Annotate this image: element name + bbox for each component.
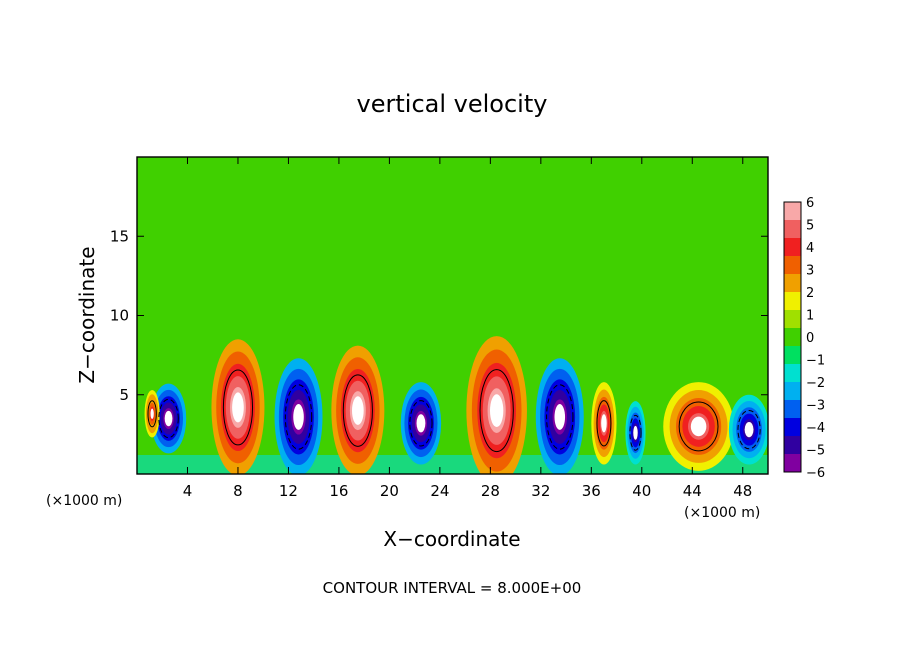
convective-cell-12 <box>728 394 768 465</box>
colorbar-swatch <box>784 238 801 256</box>
convective-cell-4 <box>274 358 323 474</box>
x-tick-label: 44 <box>683 482 702 500</box>
cell-3-core <box>232 392 244 423</box>
cell-3-contour <box>222 369 254 446</box>
x-tick-label: 16 <box>329 482 348 500</box>
convective-cell-8 <box>535 358 584 474</box>
x-tick-label: 4 <box>183 482 193 500</box>
cell-6-contour <box>409 400 433 447</box>
x-tick-label: 12 <box>279 482 298 500</box>
contour-lines <box>147 369 761 453</box>
convective-cell-10 <box>625 401 646 465</box>
colorbar-tick-label: −5 <box>806 444 825 459</box>
colorbar-tick-label: 4 <box>806 241 814 256</box>
cell-7-core <box>490 394 504 427</box>
y-tick-label: 10 <box>110 307 129 325</box>
convective-cell-9 <box>591 382 617 465</box>
colorbar-swatch <box>784 328 801 346</box>
cell-11-core <box>690 416 707 437</box>
cell-1-core <box>164 410 173 427</box>
convective-cell-5 <box>331 345 385 474</box>
convective-cell-11 <box>663 382 734 471</box>
convective-cell-1 <box>150 383 187 454</box>
cell-4-contour <box>284 384 313 450</box>
colorbar-tick-label: −2 <box>806 376 825 391</box>
cell-12-core <box>744 421 754 438</box>
colorbar-tick-label: −4 <box>806 421 825 436</box>
cell-4-core <box>293 404 304 430</box>
cell-10-core <box>633 425 638 440</box>
colorbar: 6 5 4 3 2 1 0 −1 −2 −3 −4 −5 −6 <box>783 196 825 481</box>
colorbar-swatch <box>784 454 801 472</box>
x-tick-label: 24 <box>430 482 449 500</box>
colorbar-tick-label: 5 <box>806 219 814 234</box>
cell-2-contour <box>147 400 157 428</box>
colorbar-swatch <box>784 256 801 274</box>
colorbar-swatch <box>784 346 801 364</box>
y-tick-label: 15 <box>110 227 129 245</box>
convective-cell-6 <box>400 382 442 465</box>
y-axis-label: Z−coordinate <box>75 246 99 383</box>
cell-10-contour <box>629 414 642 451</box>
colorbar-swatch <box>784 382 801 400</box>
contour-interval-note: CONTOUR INTERVAL = 8.000E+00 <box>323 579 582 597</box>
x-tick-label: 40 <box>632 482 651 500</box>
colorbar-swatch <box>784 418 801 436</box>
cell-5-contour <box>342 374 373 447</box>
cell-9-contour <box>596 400 612 447</box>
cell-9-core <box>601 414 607 433</box>
x-tick-label: 20 <box>380 482 399 500</box>
cell-2-core <box>150 408 154 420</box>
colorbar-tick-label: 1 <box>806 309 814 324</box>
cell-11-contour <box>678 401 719 452</box>
convective-cell-2 <box>144 389 160 438</box>
colorbar-swatch <box>784 364 801 382</box>
colorbar-swatch <box>784 436 801 454</box>
colorbar-tick-label: 0 <box>806 331 814 346</box>
colorbar-tick-label: 2 <box>806 286 814 301</box>
colorbar-tick-label: 6 <box>806 196 814 211</box>
colorbar-tick-label: −1 <box>806 354 825 369</box>
y-axis-ticks: 5 10 15 <box>110 227 768 404</box>
cell-8-contour <box>546 384 574 450</box>
colorbar-swatch <box>784 202 801 220</box>
colorbar-swatch <box>784 220 801 238</box>
colorbar-tick-label: −6 <box>806 466 825 481</box>
x-tick-label: 28 <box>481 482 500 500</box>
velocity-field <box>137 157 768 474</box>
x-tick-label: 8 <box>233 482 243 500</box>
colorbar-frame <box>783 201 802 473</box>
colorbar-swatch <box>784 292 801 310</box>
convective-cell-7 <box>466 336 527 474</box>
cell-12-contour <box>737 409 761 450</box>
cell-8-core <box>554 404 566 430</box>
x-axis-label: X−coordinate <box>383 527 520 551</box>
cell-7-contour <box>479 369 514 453</box>
colorbar-tick-label: 3 <box>806 264 814 279</box>
colorbar-tick-label: −3 <box>806 399 825 414</box>
cell-6-core <box>416 414 426 433</box>
convective-cell-3 <box>211 339 265 474</box>
colorbar-swatch <box>784 274 801 292</box>
cell-5-core <box>352 396 364 425</box>
colorbar-swatch <box>784 310 801 328</box>
colorbar-swatch <box>784 400 801 418</box>
x-tick-label: 32 <box>531 482 550 500</box>
x-tick-label: 48 <box>733 482 752 500</box>
x-axis-unit-label-right: (×1000 m) <box>684 505 760 521</box>
y-tick-label: 5 <box>119 386 129 404</box>
cell-1-contour <box>158 398 179 439</box>
x-axis-unit-label-left: (×1000 m) <box>46 493 122 509</box>
chart-title: vertical velocity <box>357 90 548 118</box>
x-tick-label: 36 <box>582 482 601 500</box>
x-axis-ticks: 4 8 12 16 20 24 28 32 36 40 44 48 <box>183 157 752 500</box>
